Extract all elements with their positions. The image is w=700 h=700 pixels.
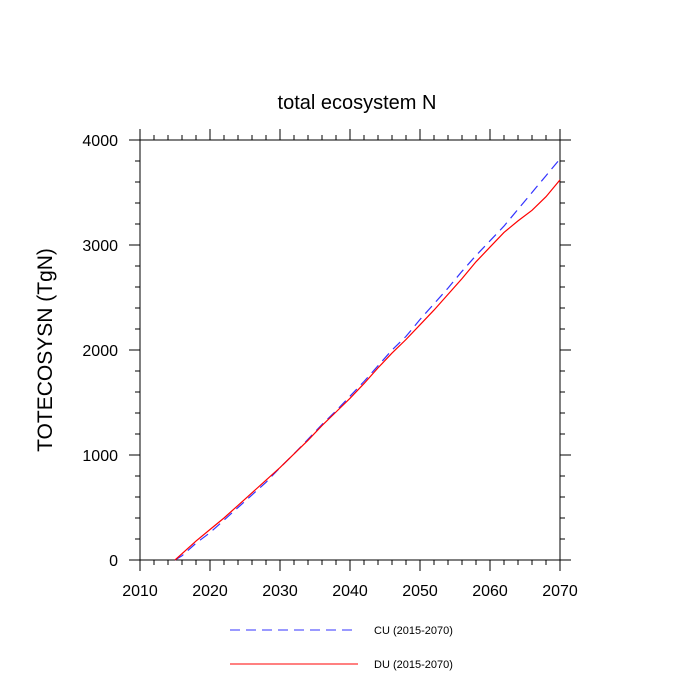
- x-axis-tick-labels: 2010 2020 2030 2040 2050 2060 2070: [122, 583, 578, 600]
- x-axis-ticks: [139, 129, 561, 571]
- y-tick-label: 4000: [82, 133, 118, 150]
- x-tick-label: 2070: [542, 583, 578, 600]
- legend-label-cu: CU (2015-2070): [374, 625, 453, 637]
- x-tick-label: 2010: [122, 583, 158, 600]
- y-tick-label: 3000: [82, 238, 118, 255]
- y-tick-label: 2000: [82, 343, 118, 360]
- x-tick-label: 2040: [332, 583, 368, 600]
- y-tick-label: 0: [109, 553, 118, 570]
- chart-title: total ecosystem N: [278, 92, 437, 114]
- legend: CU (2015-2070) DU (2015-2070): [230, 625, 453, 671]
- y-axis-ticks: [129, 139, 571, 561]
- y-axis-title: TOTECOSYSN (TgN): [34, 248, 57, 452]
- plot-frame: [139, 139, 561, 561]
- x-tick-label: 2060: [472, 583, 508, 600]
- x-tick-label: 2050: [402, 583, 438, 600]
- x-tick-label: 2020: [192, 583, 228, 600]
- series-line-du: [174, 179, 561, 561]
- legend-label-du: DU (2015-2070): [374, 659, 453, 671]
- series-layer: [174, 158, 561, 561]
- y-tick-label: 1000: [82, 448, 118, 465]
- series-line-cu: [174, 158, 561, 561]
- x-tick-label: 2030: [262, 583, 298, 600]
- y-axis-tick-labels: 0 1000 2000 3000 4000: [82, 133, 118, 570]
